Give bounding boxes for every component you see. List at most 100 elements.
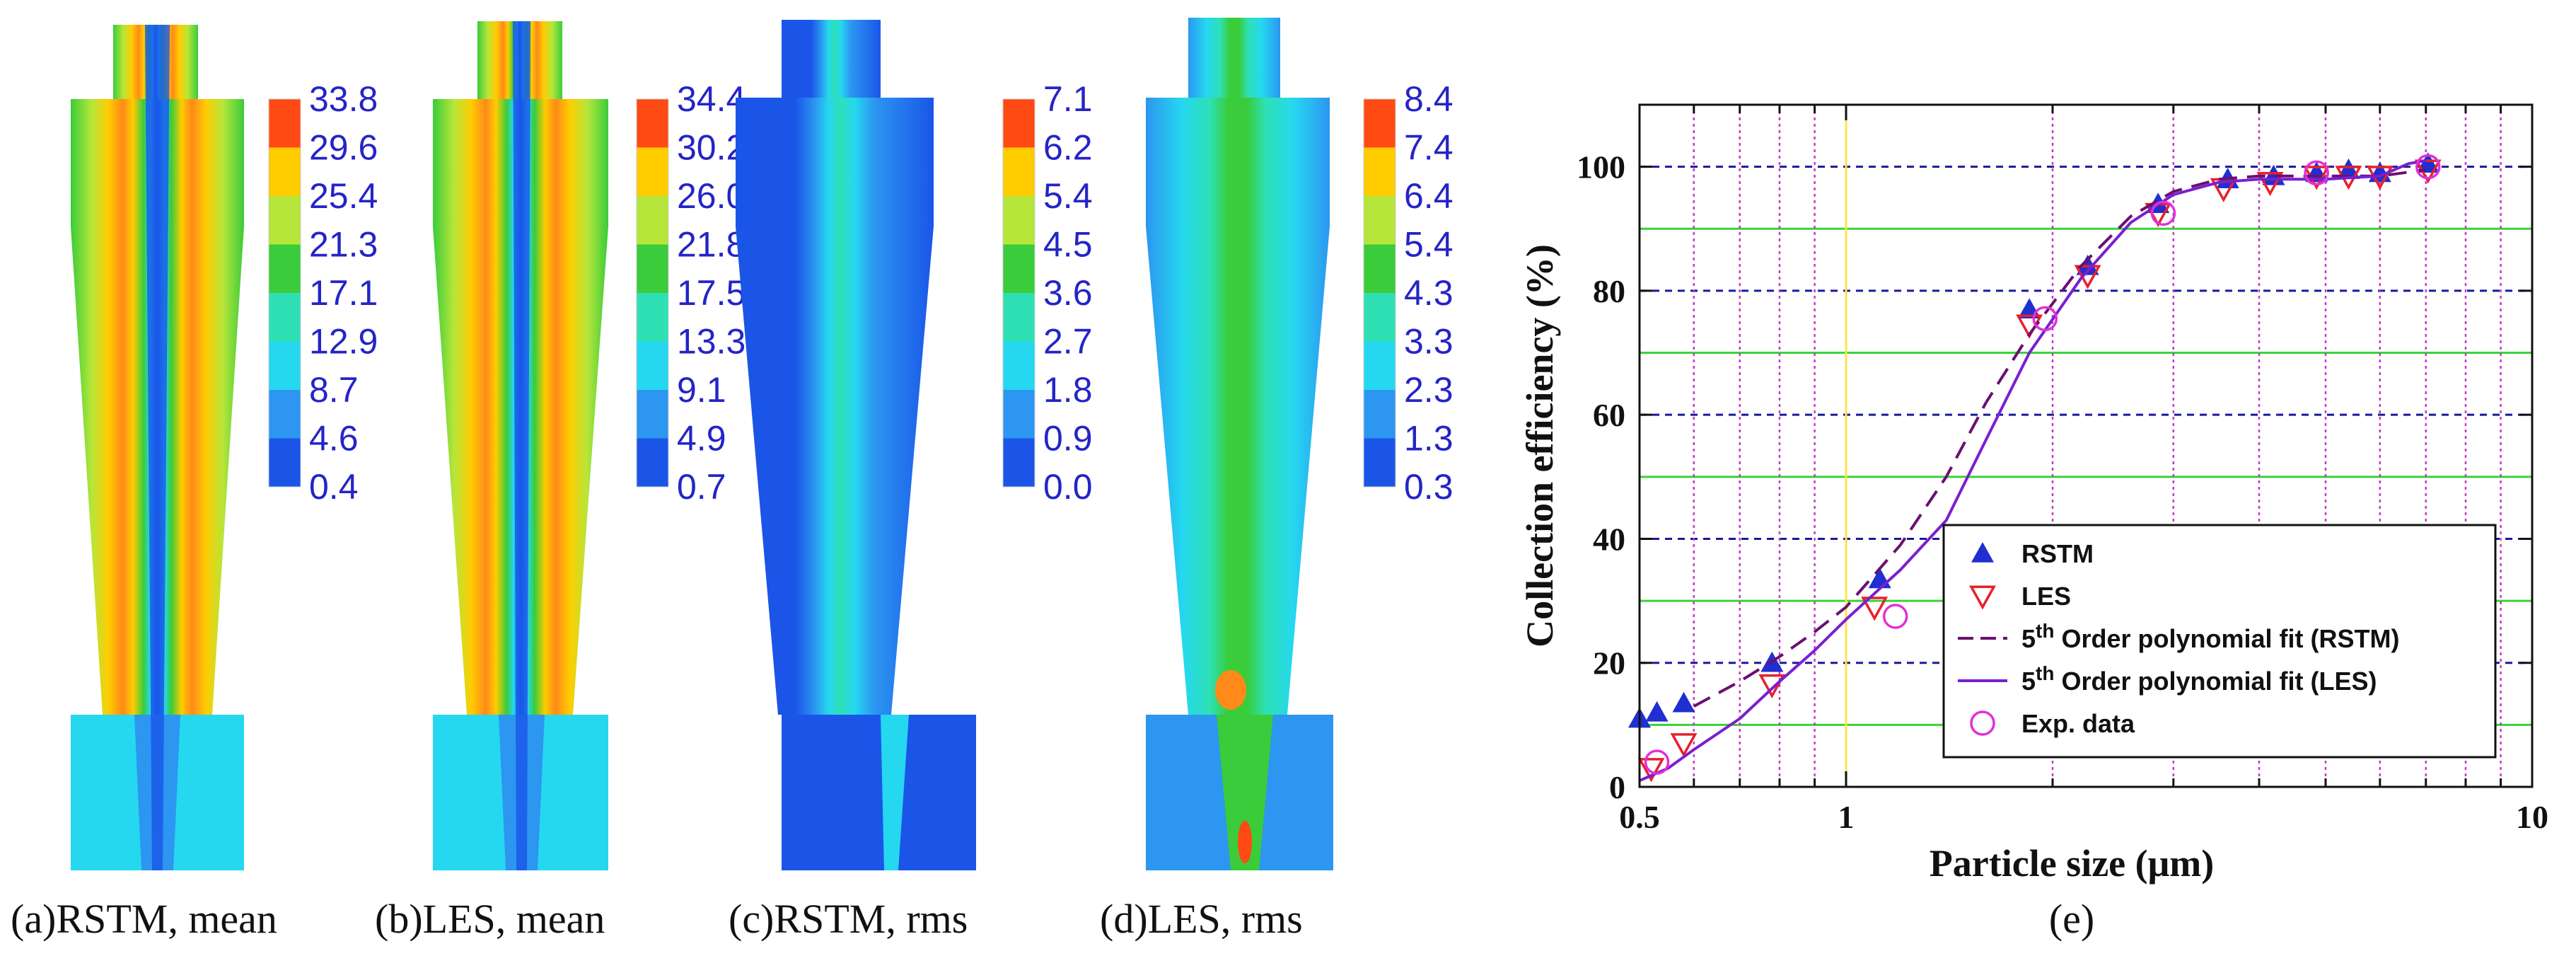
colorbar-label: 0.4	[309, 467, 359, 507]
colorbar-label: 0.7	[677, 467, 726, 507]
colorbar-label: 13.3	[677, 322, 745, 362]
legend-swatch	[1970, 710, 1995, 736]
legend-label: 5th Order polynomial fit (LES)	[2021, 662, 2377, 696]
colorbar-swatch	[637, 99, 668, 148]
colorbar-label: 1.3	[1404, 419, 1454, 459]
data-point	[2076, 254, 2099, 275]
ticks: 0 20 40 60 80 100 0.5 1 10	[1577, 105, 2548, 835]
colorbar-label: 7.1	[1043, 79, 1093, 119]
colorbar-swatch	[1003, 438, 1035, 487]
colorbar-label: 9.1	[677, 370, 726, 410]
y-tick-label: 0	[1609, 769, 1625, 805]
colorbar-swatch	[1003, 390, 1035, 439]
legend-entry-fit_rstm: 5th Order polynomial fit (RSTM)	[1958, 620, 2399, 653]
colorbar-swatch	[637, 341, 668, 390]
colorbar-label: 4.9	[677, 419, 726, 459]
colorbar-swatch	[269, 390, 301, 439]
colorbar-swatch	[1364, 99, 1396, 148]
colorbar-swatch	[269, 438, 301, 487]
panel-a-label: (a)RSTM, mean	[11, 896, 277, 942]
legend-entry-exp: Exp. data	[1970, 709, 2135, 738]
colorbar-label: 0.0	[1043, 467, 1093, 507]
colorbar-label: 0.9	[1043, 419, 1093, 459]
panel-d-contour	[1146, 18, 1333, 870]
colorbar-label: 1.8	[1043, 370, 1093, 410]
colorbar-swatch	[1364, 244, 1396, 293]
panel-c-contour	[736, 20, 976, 870]
legend-label: LES	[2021, 582, 2071, 611]
colorbar-label: 6.2	[1043, 128, 1093, 168]
colorbar-swatch	[637, 244, 668, 293]
colorbar-label: 29.6	[309, 128, 378, 168]
colorbar-swatch	[1364, 438, 1396, 487]
data-point	[2304, 160, 2329, 186]
colorbar-label: 4.6	[309, 419, 359, 459]
colorbar-swatch	[269, 147, 301, 196]
panel-c-label: (c)RSTM, rms	[729, 896, 968, 942]
colorbar-label: 34.4	[677, 79, 745, 119]
colorbar-frame	[268, 98, 301, 488]
x-tick-label: 10	[2516, 799, 2548, 835]
data-point	[2150, 200, 2176, 226]
data-point	[1861, 597, 1889, 621]
colorbar-swatch	[1364, 196, 1396, 245]
colorbar-swatch	[269, 293, 301, 342]
colorbar-label: 2.7	[1043, 322, 1093, 362]
legend-box	[1942, 524, 2497, 759]
colorbar-label: 8.7	[309, 370, 359, 410]
y-tick-label: 100	[1577, 149, 1625, 185]
data-point	[1637, 758, 1665, 783]
legend-entry-les: LES	[1969, 582, 2071, 611]
colorbar-label: 2.3	[1404, 370, 1454, 410]
colorbar-label: 21.3	[309, 225, 378, 265]
colorbar-label: 6.4	[1404, 176, 1454, 216]
data-point	[1882, 604, 1908, 629]
colorbar-label: 30.2	[677, 128, 745, 168]
colorbar-swatch	[1003, 293, 1035, 342]
x-tick-label: 0.5	[1619, 799, 1660, 835]
colorbar-swatch	[1364, 293, 1396, 342]
colorbar-label: 33.8	[309, 79, 378, 119]
series-exp	[1644, 154, 2441, 775]
panel-a-contour	[71, 25, 244, 870]
legend-label: 5th Order polynomial fit (RSTM)	[2021, 620, 2399, 653]
colorbar-swatch	[1003, 99, 1035, 148]
colorbar-frame	[1002, 98, 1035, 488]
panel-a-colorbar: 33.8 29.6 25.4 21.3 17.1 12.9 8.7 4.6 0.4	[268, 79, 378, 507]
colorbar-swatch	[1364, 147, 1396, 196]
series-fit_les	[1639, 159, 2427, 783]
series-fit_rstm	[1693, 168, 2426, 708]
data-point	[2032, 306, 2058, 332]
colorbar-label: 4.5	[1043, 225, 1093, 265]
panel-d-colorbar: 8.4 7.4 6.4 5.4 4.3 3.3 2.3 1.3 0.3	[1363, 79, 1454, 507]
y-tick-label: 20	[1593, 645, 1625, 681]
y-tick-label: 80	[1593, 273, 1625, 309]
colorbar-label: 7.4	[1404, 128, 1454, 168]
colorbar-label: 5.4	[1043, 176, 1093, 216]
series-line	[1693, 168, 2426, 708]
colorbar-label: 21.8	[677, 225, 745, 265]
legend-entry-rstm: RSTM	[1971, 539, 2094, 568]
colorbar-label: 0.3	[1404, 467, 1454, 507]
colorbar-swatch	[637, 390, 668, 439]
colorbar-label: 12.9	[309, 322, 378, 362]
colorbar-frame	[1363, 98, 1396, 488]
colorbar-frame	[636, 98, 669, 488]
data-point	[1670, 733, 1698, 758]
x-tick-label: 1	[1838, 799, 1854, 835]
efficiency-chart: 0 20 40 60 80 100 0.5 1 10 Collection efficiency…	[1519, 103, 2548, 942]
colorbar-label: 17.1	[309, 273, 378, 313]
legend-swatch	[1971, 542, 1994, 563]
colorbar-swatch	[637, 196, 668, 245]
x-axis-title: Particle size (μm)	[1930, 842, 2214, 885]
colorbar-label: 3.6	[1043, 273, 1093, 313]
colorbar-swatch	[1003, 196, 1035, 245]
legend-entry-fit_les: 5th Order polynomial fit (LES)	[1958, 662, 2377, 696]
colorbar-swatch	[269, 99, 301, 148]
data-point	[1672, 691, 1695, 713]
colorbar-swatch	[269, 341, 301, 390]
data-point	[1645, 701, 1669, 722]
colorbar-swatch	[637, 147, 668, 196]
data-point	[2256, 171, 2284, 197]
